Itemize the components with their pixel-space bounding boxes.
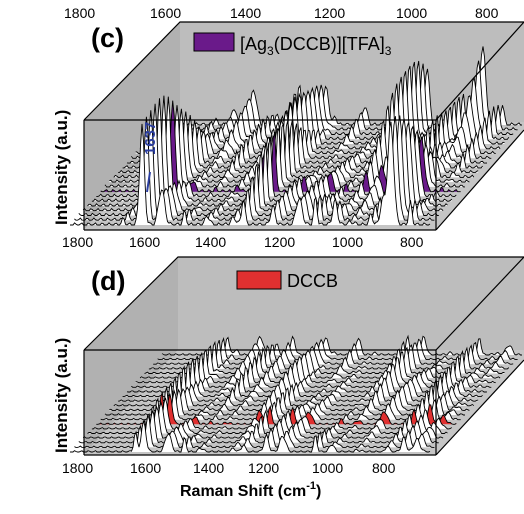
panel-d-legend-swatch [236,270,282,290]
spectrum-fill [113,111,474,178]
spectrum-fill [74,415,435,448]
spectrum-line [153,60,514,136]
spectrum-fill [70,121,430,225]
spectrum-fill [83,103,444,211]
panel-c-tick: 1200 [264,234,295,250]
panel-d-side-wall [84,257,178,455]
panel-c-spectra [70,46,522,226]
spectrum-fill [105,105,465,187]
spectrum-fill [74,116,435,221]
spectrum-fill [113,372,474,406]
spectrum-fill [144,66,505,144]
spectrum-line [70,121,431,226]
panel-c-annotation-1637: 1637 [142,122,159,155]
spectrum-fill [78,410,439,443]
spectrum-line [157,60,518,131]
panel-d: (d) DCCB Intensity (a.u.) 1800 1600 1400… [52,256,524,500]
panel-c-back-wall [180,22,524,122]
panel-d-spectra [70,334,522,453]
spectrum-fill [70,420,430,452]
panel-c-legend-swatch [193,32,235,52]
panel-d-ylabel: Intensity (a.u.) [52,338,71,453]
panel-d-xlabel: Raman Shift (cm-1) [180,480,321,500]
panel-c-ylabel: Intensity (a.u.) [52,110,71,225]
spectrum-fill [118,115,479,173]
panel-d-tick: 800 [372,460,396,476]
spectrum-line [70,420,431,453]
panel-c-bottom-axis: 1800 1600 1400 1200 1000 800 [62,234,424,250]
panel-d-bottom-axis: 1800 1600 1400 1200 1000 800 [62,460,396,476]
spectrum-fill [153,61,514,135]
spectrum-fill [109,108,470,183]
panel-c-box-edges [83,21,524,231]
panel-d-tick: 1200 [248,460,279,476]
panel-c-tick: 1800 [62,234,93,250]
spectrum-fill [135,76,496,154]
panel-c-label: (c) [91,23,124,53]
spectrum-line [161,46,522,126]
spectrum-fill [91,397,452,429]
panel-d-tick: 1800 [62,460,93,476]
spectrum-fill [140,71,501,149]
panel-d-label: (d) [91,266,125,296]
panel-c-tick: 800 [400,234,424,250]
panel-d-tick: 1600 [130,460,161,476]
panel-c-top-tick: 1600 [150,5,181,21]
panel-c-top-tick: 1400 [230,5,261,21]
panel-c-annotation-arrow [146,171,151,193]
spectrum-fill [96,96,457,197]
panel-c-tick: 1600 [129,234,160,250]
highlighted-spectrum-fill [96,392,457,425]
panel-c-tick: 1400 [195,234,226,250]
panel-c-tick: 1000 [332,234,363,250]
panel-c-top-axis: 1800 1600 1400 1200 1000 800 [64,5,499,21]
panel-d-tick: 1000 [312,460,343,476]
panel-c-top-tick: 1000 [396,5,427,21]
spectrum-fill [100,387,461,420]
panel-c-top-tick: 800 [475,5,499,21]
panel-c-side-wall [84,22,180,230]
spectrum-fill [87,98,448,206]
panel-c-top-tick: 1800 [64,5,95,21]
panel-d-back-wall [178,257,524,350]
spectrum-line [74,116,435,221]
highlighted-spectrum-fill [100,100,461,192]
panel-d-legend-label: DCCB [287,271,338,291]
panel-c-legend-label: [Ag3(DCCB)][TFA]3 [240,34,392,58]
panel-d-box-edges [83,256,524,456]
panel-c: (c) [Ag3(DCCB)][TFA]3 1637 Intensity (a.… [52,21,524,250]
panel-c-top-tick: 1200 [314,5,345,21]
spectrum-fill [91,95,452,202]
spectrum-fill [118,366,479,402]
spectrum-fill [122,105,483,168]
panel-d-tick: 1400 [193,460,224,476]
